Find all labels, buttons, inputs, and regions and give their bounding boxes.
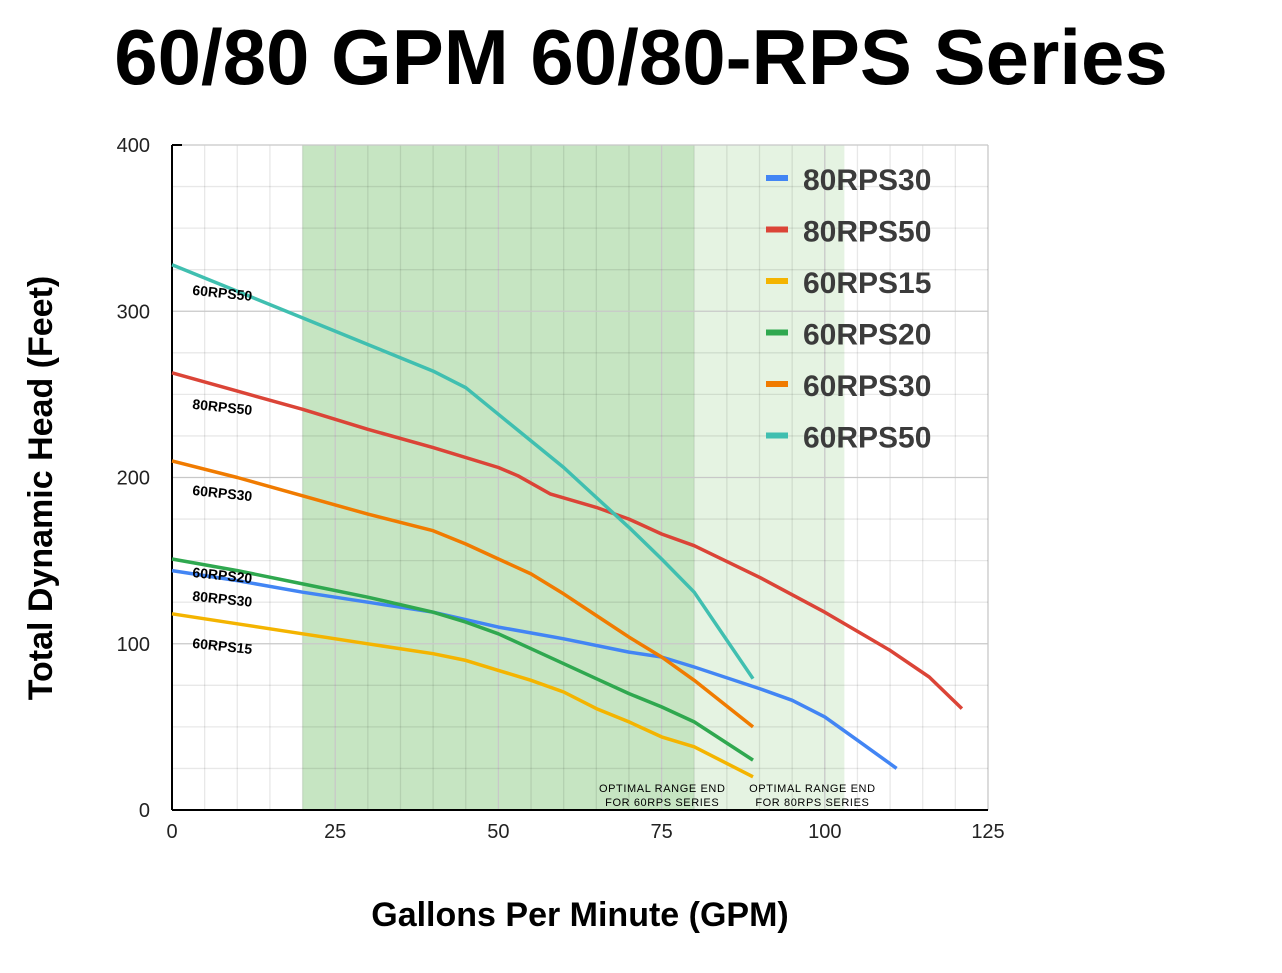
legend-swatch-60RPS20 xyxy=(766,329,788,336)
y-tick-label: 400 xyxy=(117,135,150,157)
legend-label-60RPS30: 60RPS30 xyxy=(803,370,931,403)
series-label-60RPS15: 60RPS15 xyxy=(192,635,253,657)
legend-label-80RPS30: 80RPS30 xyxy=(803,164,931,197)
series-line-60RPS20 xyxy=(171,557,754,762)
y-axis-label: Total Dynamic Head (Feet) xyxy=(22,276,60,700)
legend-swatch-60RPS15 xyxy=(766,278,788,284)
range-annotation-text: OPTIMAL RANGE END xyxy=(599,783,726,795)
axes: 0 25 50 75 100 125 0 100 200 300 400 xyxy=(117,135,1005,843)
y-tick-label: 100 xyxy=(117,634,150,656)
x-tick-label: 125 xyxy=(971,821,1004,843)
x-tick-label: 0 xyxy=(166,821,177,843)
legend-swatch-60RPS30 xyxy=(766,381,788,387)
x-axis-label: Gallons Per Minute (GPM) xyxy=(371,896,788,934)
range-annotation-text: FOR 60RPS SERIES xyxy=(605,797,719,809)
series-label-80RPS50: 80RPS50 xyxy=(192,396,253,418)
series-label-60RPS30: 60RPS30 xyxy=(192,482,253,504)
y-tick-label: 300 xyxy=(117,301,150,323)
grid-lines xyxy=(171,144,989,811)
series-line-60RPS30 xyxy=(171,459,755,729)
legend-label-60RPS15: 60RPS15 xyxy=(803,267,931,300)
legend-swatch-60RPS50 xyxy=(766,432,788,439)
legend-label-60RPS20: 60RPS20 xyxy=(803,319,931,352)
legend-swatch-80RPS30 xyxy=(766,175,788,181)
range-annotation-text: FOR 80RPS SERIES xyxy=(755,797,869,809)
series-line-80RPS50 xyxy=(171,371,964,710)
legend-label-80RPS50: 80RPS50 xyxy=(803,216,931,249)
series-labels: 80RPS30 80RPS50 60RPS15 60RPS20 60RPS30 60RPS… xyxy=(192,282,253,657)
series-label-60RPS50: 60RPS50 xyxy=(192,282,253,304)
range-annotation-text: OPTIMAL RANGE END xyxy=(749,783,876,795)
series-line-60RPS15 xyxy=(171,612,754,779)
x-tick-label: 100 xyxy=(808,821,841,843)
y-tick-label: 0 xyxy=(139,800,150,822)
chart-title: 60/80 GPM 60/80-RPS Series xyxy=(114,13,1168,101)
x-tick-label: 25 xyxy=(324,821,346,843)
series-line-60RPS50 xyxy=(171,263,755,680)
legend: 80RPS30 80RPS50 60RPS15 60RPS20 60RPS30 60RPS… xyxy=(766,164,931,455)
x-tick-label: 50 xyxy=(487,821,509,843)
legend-label-60RPS50: 60RPS50 xyxy=(803,422,931,455)
series-label-60RPS20: 60RPS20 xyxy=(192,564,253,586)
x-tick-label: 75 xyxy=(650,821,672,843)
legend-swatch-80RPS50 xyxy=(766,226,788,233)
y-tick-label: 200 xyxy=(117,468,150,490)
series-lines xyxy=(171,263,964,779)
series-label-80RPS30: 80RPS30 xyxy=(192,588,253,610)
series-line-80RPS30 xyxy=(171,568,898,770)
range-annotations: OPTIMAL RANGE END FOR 60RPS SERIES OPTIMAL… xyxy=(599,783,876,809)
